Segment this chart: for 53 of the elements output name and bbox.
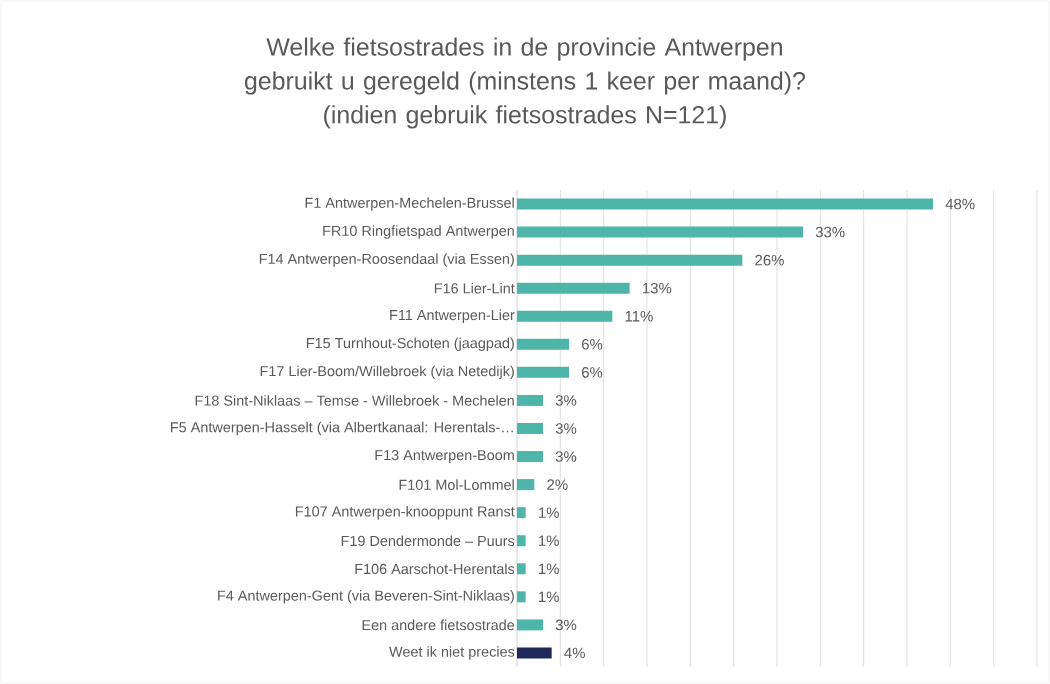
bar	[517, 226, 804, 238]
data-label: 6%	[581, 339, 603, 350]
bar	[517, 507, 526, 519]
y-tick-label: F106 Aarschot-Herentals	[355, 563, 515, 575]
y-tick-label: Een andere fietsostrade	[362, 619, 515, 631]
data-label: 3%	[555, 423, 577, 434]
y-tick-label: F13 Antwerpen-Boom	[375, 450, 514, 464]
y-tick-label: F5 Antwerpen-Hasselt (via Albertkanaal: Herentals-…	[171, 421, 513, 436]
y-tick-label: F17 Lier-Boom/Willebroek (via Netedijk)	[260, 365, 514, 380]
y-tick-label: F107 Antwerpen-knooppunt Ranst	[295, 505, 515, 520]
data-label: 1%	[539, 535, 559, 546]
data-label: 3%	[555, 395, 577, 406]
bar	[517, 451, 544, 463]
bar	[517, 366, 570, 378]
bar	[517, 282, 630, 294]
bar	[517, 563, 526, 575]
bar	[517, 619, 544, 631]
data-label: 26%	[755, 254, 784, 266]
bar	[517, 591, 526, 603]
data-label: 1%	[539, 507, 559, 518]
bar	[517, 310, 613, 322]
bar	[517, 647, 552, 659]
chart-title: Welke fietsostrades in de provincie Antwerpen gebruikt u geregeld (minstens 1 keer per maand)?	[245, 37, 806, 95]
data-label: 33%	[815, 226, 845, 238]
y-tick-label: F1 Antwerpen-Mechelen-Brussel	[305, 197, 514, 211]
bar	[517, 338, 570, 350]
data-label: 13%	[643, 282, 672, 294]
data-label: 4%	[564, 647, 585, 659]
bar	[517, 479, 535, 491]
bar	[517, 422, 544, 434]
bar	[517, 394, 544, 406]
y-tick-label: F16 Lier-Lint	[434, 282, 515, 294]
y-tick-label: FR10 Ringfietspad Antwerpen	[323, 225, 514, 239]
y-tick-label: F11 Antwerpen-Lier	[390, 309, 515, 323]
data-label: 2%	[547, 479, 568, 490]
data-label: 1%	[539, 591, 559, 603]
data-label: 6%	[581, 367, 603, 378]
y-tick-label: F14 Antwerpen-Roosendaal (via Essen)	[259, 253, 514, 267]
data-label: 48%	[945, 198, 975, 210]
chart-subtitle: (indien gebruik fietsostrades N=121)	[324, 105, 726, 129]
y-tick-label: F101 Mol-Lommel	[399, 479, 514, 490]
y-tick-label: F19 Dendermonde – Puurs	[341, 535, 515, 547]
bar	[517, 254, 743, 266]
data-label: 3%	[555, 619, 577, 631]
bar	[517, 198, 934, 210]
y-tick-label: F15 Turnhout-Schoten (jaagpad)	[306, 337, 514, 352]
data-label: 1%	[539, 563, 559, 575]
y-tick-label: F18 Sint-Niklaas – Temse - Willebroek - Mechelen	[195, 395, 514, 406]
y-tick-label: F4 Antwerpen-Gent (via Beveren-Sint-Niklaas)	[218, 590, 514, 604]
data-label: 11%	[625, 311, 653, 322]
data-label: 3%	[555, 451, 577, 462]
bar	[517, 535, 526, 547]
y-tick-label: Weet ik niet precies	[389, 646, 515, 660]
